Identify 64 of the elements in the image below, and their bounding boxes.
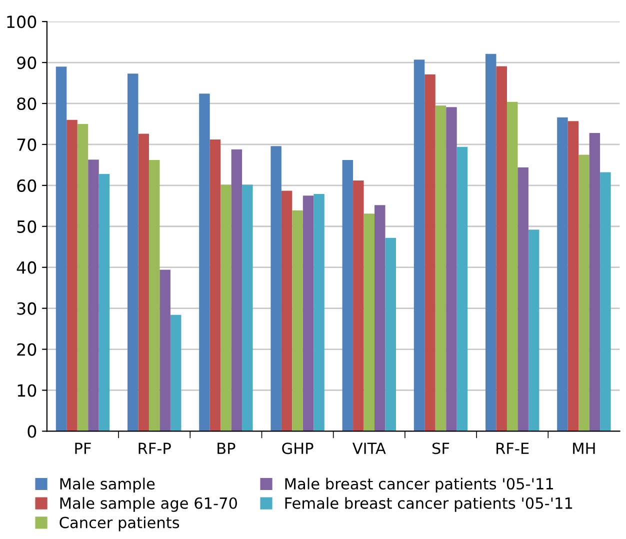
bar <box>231 149 242 432</box>
bar <box>148 160 160 432</box>
bar <box>88 160 99 432</box>
bar <box>506 102 518 432</box>
y-tick-label: 80 <box>17 97 36 110</box>
bar <box>160 270 170 432</box>
bar <box>353 180 364 432</box>
y-tick-label: 30 <box>17 302 36 315</box>
bar <box>342 160 354 432</box>
bar <box>77 124 88 432</box>
y-tick-label: 70 <box>17 138 36 152</box>
bar <box>314 194 324 432</box>
bar <box>138 134 149 432</box>
bar <box>364 214 375 432</box>
bar <box>485 54 496 432</box>
x-tick-label: SF <box>432 442 450 454</box>
bar <box>589 132 600 432</box>
bar <box>600 172 611 432</box>
legend-label: Cancer patients <box>60 516 180 532</box>
y-tick-label: 100 <box>7 16 36 28</box>
bar <box>518 167 528 432</box>
y-tick-label: 60 <box>17 179 36 192</box>
x-tick-label: RF-E <box>496 442 529 454</box>
bar <box>292 210 303 432</box>
bar <box>496 66 507 432</box>
bar <box>281 190 292 432</box>
bar <box>424 74 436 432</box>
bar <box>270 146 282 432</box>
bar <box>56 66 67 432</box>
x-tick-label: VITA <box>352 442 386 454</box>
bar <box>98 174 110 432</box>
bar <box>302 196 314 432</box>
bar <box>435 106 446 432</box>
bar <box>199 94 210 432</box>
y-tick-label: 10 <box>18 384 36 397</box>
x-tick-label: MH <box>573 442 595 454</box>
legend-label: Male sample <box>60 478 155 493</box>
y-tick-label: 40 <box>16 261 36 274</box>
y-tick-label: 90 <box>17 56 36 70</box>
legend-label: Male breast cancer patients '05-'11 <box>285 478 554 493</box>
bar <box>578 154 590 432</box>
y-tick-label: 20 <box>17 343 36 356</box>
bar <box>170 314 182 432</box>
bar <box>568 121 579 432</box>
bar <box>220 184 232 432</box>
bar <box>446 107 457 432</box>
bar <box>557 117 568 432</box>
bar <box>414 60 425 432</box>
legend-label: Male sample age 61-70 <box>60 497 237 512</box>
legend-label: Female breast cancer patients '05-'11 <box>285 497 572 512</box>
x-tick-label: RF-P <box>138 442 171 454</box>
bar <box>210 140 221 432</box>
bar <box>528 230 540 432</box>
bar <box>456 146 468 432</box>
y-tick-label: 50 <box>17 220 36 233</box>
bar <box>66 120 78 432</box>
bar <box>242 184 253 432</box>
y-tick-label: 0 <box>28 425 36 438</box>
bar <box>385 238 396 432</box>
x-tick-label: GHP <box>282 442 314 454</box>
x-tick-label: PF <box>75 442 91 454</box>
bar <box>374 205 386 432</box>
x-tick-label: BP <box>218 442 236 454</box>
bar <box>128 74 138 432</box>
